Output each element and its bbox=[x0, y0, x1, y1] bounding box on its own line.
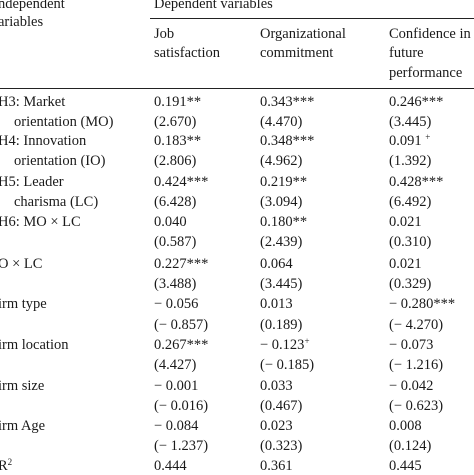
col-confidence-line2: future bbox=[389, 45, 424, 61]
cell-tstat: (6.492) bbox=[389, 194, 432, 210]
col-confidence-line3: performance bbox=[389, 65, 463, 81]
significance-marker: + bbox=[304, 336, 310, 346]
cell-coef: 0.183** bbox=[154, 133, 202, 149]
dependent-header-rule bbox=[150, 18, 474, 19]
row-label-cont: charisma (LC) bbox=[14, 194, 99, 210]
cell-tstat: (− 0.016) bbox=[154, 398, 209, 414]
cell-coef: 0.064 bbox=[260, 256, 293, 272]
cell-tstat: (0.329) bbox=[389, 276, 432, 292]
cell-tstat: (3.445) bbox=[260, 276, 303, 292]
dependent-variables-header: Dependent variables bbox=[154, 0, 273, 12]
cell-coef: 0.013 bbox=[260, 296, 293, 312]
cell-coef: 0.424*** bbox=[154, 174, 209, 190]
cell-tstat: (− 0.185) bbox=[260, 357, 315, 373]
cell-tstat: (2.806) bbox=[154, 153, 197, 169]
col-org-commitment-line2: commitment bbox=[260, 45, 334, 61]
cell-coef: 0.033 bbox=[260, 378, 293, 394]
cell-coef: − 0.073 bbox=[389, 337, 434, 353]
cell-tstat: (4.962) bbox=[260, 153, 303, 169]
row-label: H5: Leader bbox=[0, 174, 64, 190]
cell-coef: − 0.056 bbox=[154, 296, 199, 312]
cell-coef-with-sup: − 0.123+ bbox=[260, 336, 310, 354]
cell-coef: 0.021 bbox=[389, 214, 422, 230]
row-label: irm size bbox=[0, 378, 45, 394]
independent-variables-header-line1: ndependent bbox=[0, 0, 65, 12]
cell-tstat: (3.445) bbox=[389, 114, 432, 130]
cell-coef: 0.227*** bbox=[154, 256, 209, 272]
cell-tstat: (0.467) bbox=[260, 398, 303, 414]
col-org-commitment-line1: Organizational bbox=[260, 26, 346, 42]
cell-coef: 0.246*** bbox=[389, 94, 444, 110]
col-confidence-line1: Confidence in bbox=[389, 26, 471, 42]
cell-tstat: (3.488) bbox=[154, 276, 197, 292]
superscript-2: 2 bbox=[7, 457, 13, 467]
cell-tstat: (− 4.270) bbox=[389, 317, 444, 333]
row-label: O × LC bbox=[0, 256, 43, 272]
cell-coef: 0.023 bbox=[260, 418, 293, 434]
cell-tstat: (0.189) bbox=[260, 317, 303, 333]
cell-coef: − 0.042 bbox=[389, 378, 434, 394]
row-label: irm Age bbox=[0, 418, 46, 434]
cell-tstat: (4.470) bbox=[260, 114, 303, 130]
row-label-cont: orientation (MO) bbox=[14, 114, 114, 130]
cell-coef: 0.191** bbox=[154, 94, 202, 110]
cell-coef: 0.428*** bbox=[389, 174, 444, 190]
cell-tstat: (3.094) bbox=[260, 194, 303, 210]
cell-coef: 0.008 bbox=[389, 418, 422, 434]
cell-r-squared: 0.361 bbox=[260, 458, 293, 474]
cell-coef: 0.040 bbox=[154, 214, 187, 230]
cell-coef: 0.348*** bbox=[260, 133, 315, 149]
cell-coef: − 0.084 bbox=[154, 418, 199, 434]
cell-tstat: (− 0.623) bbox=[389, 398, 444, 414]
cell-coef-with-sup: 0.091 + bbox=[389, 132, 431, 150]
cell-tstat: (0.124) bbox=[389, 438, 432, 454]
col-job-satisfaction-line1: Job bbox=[154, 26, 175, 42]
cell-tstat: (2.439) bbox=[260, 234, 303, 250]
cell-coef: 0.021 bbox=[389, 256, 422, 272]
row-label-cont: orientation (IO) bbox=[14, 153, 106, 169]
cell-tstat: (2.670) bbox=[154, 114, 197, 130]
cell-tstat: (− 1.237) bbox=[154, 438, 209, 454]
cell-tstat: (6.428) bbox=[154, 194, 197, 210]
row-label: H4: Innovation bbox=[0, 133, 87, 149]
cell-coef: − 0.280*** bbox=[389, 296, 456, 312]
cell-coef: 0.180** bbox=[260, 214, 308, 230]
cell-r-squared: 0.445 bbox=[389, 458, 422, 474]
cell-tstat: (4.427) bbox=[154, 357, 197, 373]
row-label-r-squared: R2 bbox=[0, 457, 13, 475]
cell-tstat: (− 1.216) bbox=[389, 357, 444, 373]
cell-tstat: (0.587) bbox=[154, 234, 197, 250]
row-label: irm location bbox=[0, 337, 69, 353]
cell-tstat: (1.392) bbox=[389, 153, 432, 169]
significance-marker: + bbox=[425, 132, 431, 142]
cell-coef: 0.343*** bbox=[260, 94, 315, 110]
cell-r-squared: 0.444 bbox=[154, 458, 187, 474]
row-label: H6: MO × LC bbox=[0, 214, 81, 230]
row-label: irm type bbox=[0, 296, 47, 312]
cell-coef: 0.267*** bbox=[154, 337, 209, 353]
header-bottom-rule bbox=[0, 88, 474, 89]
cell-tstat: (0.310) bbox=[389, 234, 432, 250]
independent-variables-header-line2: ariables bbox=[0, 14, 44, 30]
row-label: H3: Market bbox=[0, 94, 66, 110]
cell-tstat: (− 0.857) bbox=[154, 317, 209, 333]
cell-coef: 0.219** bbox=[260, 174, 308, 190]
cell-tstat: (0.323) bbox=[260, 438, 303, 454]
cell-coef: − 0.001 bbox=[154, 378, 199, 394]
col-job-satisfaction-line2: satisfaction bbox=[154, 45, 221, 61]
